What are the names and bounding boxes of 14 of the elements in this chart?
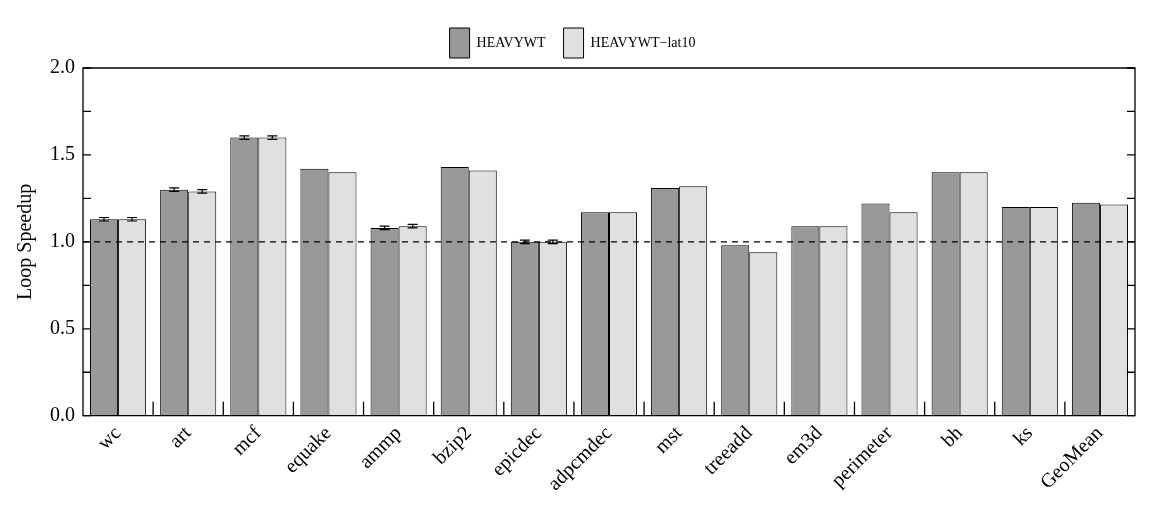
x-tick-label: bh <box>936 421 967 451</box>
x-tick-label: mcf <box>227 420 266 459</box>
legend-label: HEAVYWT−lat10 <box>590 34 696 50</box>
x-tick-label: wc <box>92 421 125 454</box>
x-tick-label: mst <box>649 420 686 458</box>
x-tick-label: art <box>164 420 196 452</box>
y-tick-label: 1.5 <box>50 142 75 165</box>
y-tick-label: 0.0 <box>50 402 75 425</box>
x-tick-label: ks <box>1008 421 1037 450</box>
y-tick-label: 2.0 <box>50 55 75 78</box>
y-axis-title: Loop Speedup <box>13 183 37 300</box>
y-tick-label: 1.0 <box>50 229 75 252</box>
y-tick-label: 0.5 <box>50 316 75 339</box>
legend-label: HEAVYWT <box>476 34 546 50</box>
